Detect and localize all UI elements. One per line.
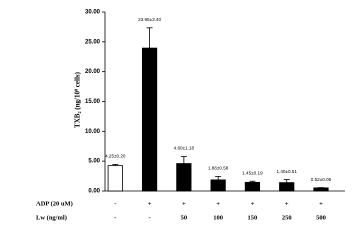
x-row-value: 500 xyxy=(316,214,326,221)
y-tick-label: 15.00 xyxy=(85,99,101,105)
y-axis-label: TXB₂ (ng/10⁸ cells) xyxy=(74,71,82,128)
value-label: 23.95±3.40 xyxy=(138,17,161,22)
bar xyxy=(176,163,192,192)
chart: TXB₂ (ng/10⁸ cells) 0.00 5.00 10.00 15.00 20… xyxy=(36,10,345,221)
row-label: ADP (20 uM) xyxy=(36,200,73,207)
error-bar xyxy=(112,164,119,166)
x-row-value: 250 xyxy=(282,214,292,221)
value-label: 4.25±0.20 xyxy=(105,154,126,159)
error-bar xyxy=(283,179,290,183)
bar xyxy=(313,187,329,192)
bar xyxy=(279,182,295,192)
value-label: 1.40±0.51 xyxy=(277,169,298,174)
x-row-value: 50 xyxy=(181,214,188,221)
x-row-value: - xyxy=(114,214,116,221)
y-tick-label: 5.00 xyxy=(88,159,100,165)
x-row-value: + xyxy=(148,200,152,207)
x-row-value: - xyxy=(114,200,116,207)
x-row-value: + xyxy=(251,200,255,207)
x-row-value: + xyxy=(319,200,323,207)
x-row-value: 150 xyxy=(248,214,258,221)
value-label: 4.60±1.18 xyxy=(174,146,195,151)
error-bar xyxy=(249,180,256,183)
error-bar xyxy=(146,27,153,49)
x-row-value: + xyxy=(182,200,186,207)
value-label: 0.52±0.05 xyxy=(311,177,332,182)
error-bar xyxy=(180,156,187,164)
bar xyxy=(244,181,261,192)
y-tick-label: 30.00 xyxy=(85,10,101,16)
x-row-value: + xyxy=(216,200,220,207)
x-row-value: 100 xyxy=(213,214,223,221)
value-label: 1.45±0.19 xyxy=(242,170,263,175)
bar xyxy=(141,47,158,192)
x-row-value: + xyxy=(285,200,289,207)
y-tick-label: 25.00 xyxy=(85,39,101,45)
y-tick-label: 0.00 xyxy=(88,189,100,195)
value-label: 1.86±0.58 xyxy=(208,166,229,171)
y-tick-label: 10.00 xyxy=(85,129,101,135)
y-tick-label: 20.00 xyxy=(85,69,101,75)
x-row-value: - xyxy=(148,214,150,221)
bar xyxy=(107,165,123,192)
error-bar xyxy=(215,176,222,180)
bar xyxy=(210,179,226,192)
row-label: Lw (ng/ml) xyxy=(36,214,67,221)
